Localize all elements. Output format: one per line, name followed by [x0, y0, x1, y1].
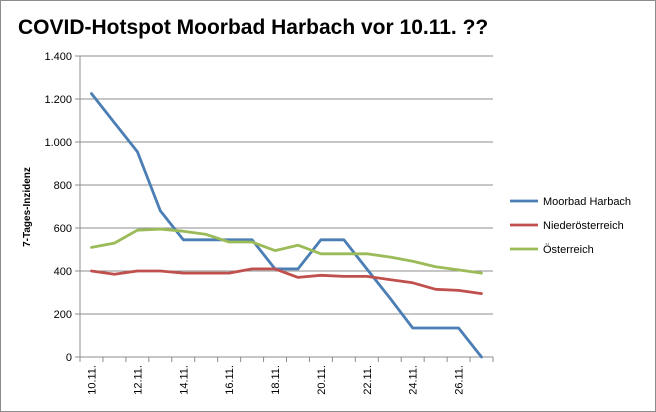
x-tick-label: 18.11.: [270, 365, 282, 395]
legend-label: Moorbad Harbach: [543, 196, 631, 208]
x-tick-label: 22.11.: [362, 365, 374, 395]
y-tick-label: 1.400: [44, 51, 72, 63]
series-line: [90, 267, 483, 296]
axes: [75, 55, 494, 362]
y-tick-label: 600: [54, 223, 72, 235]
x-tick-labels: 10.11. 12.11. 14.11. 16.11. 18.11. 20.11. 22.1…: [86, 365, 465, 395]
y-tick-labels: 0 200 400 600 800 1.000 1.200 1.400: [44, 51, 72, 364]
gridlines: [80, 55, 493, 358]
y-tick-label: 1.200: [44, 94, 72, 106]
x-tick-label: 10.11.: [86, 365, 98, 395]
x-tick-label: 26.11.: [454, 365, 466, 395]
y-tick-label: 1.000: [44, 137, 72, 149]
y-tick-label: 200: [54, 309, 72, 321]
series-line: [90, 227, 483, 275]
legend-label: Österreich: [543, 244, 594, 256]
x-tick-label: 24.11.: [408, 365, 420, 395]
y-tick-label: 0: [66, 352, 72, 364]
chart-title: COVID-Hotspot Moorbad Harbach vor 10.11.…: [18, 16, 489, 39]
x-tick-label: 12.11.: [132, 365, 144, 395]
x-tick-label: 16.11.: [224, 365, 236, 395]
legend-label: Niederösterreich: [543, 220, 624, 232]
x-tick-label: 20.11.: [316, 365, 328, 395]
y-tick-label: 800: [54, 180, 72, 192]
legend: Moorbad Harbach Niederösterreich Österreic…: [510, 196, 631, 256]
series-line: [90, 92, 483, 359]
y-axis-label: 7-Tages-Inzidenz: [22, 167, 33, 247]
series-lines: [90, 92, 483, 359]
x-tick-label: 14.11.: [178, 365, 190, 395]
y-tick-label: 400: [54, 266, 72, 278]
